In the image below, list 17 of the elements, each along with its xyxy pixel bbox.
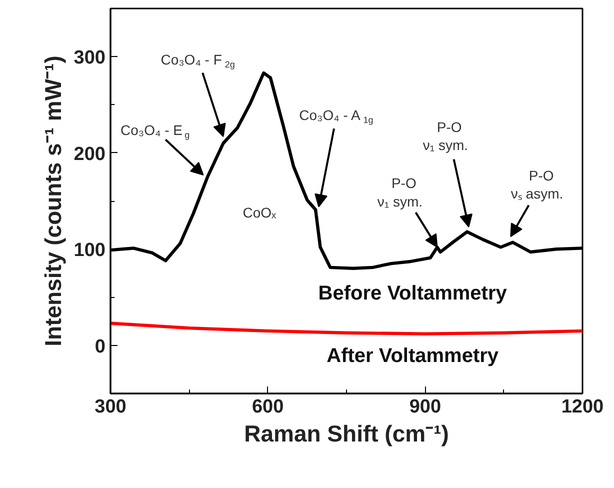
- y-axis-title: Intensity (counts s⁻¹ mW⁻¹): [40, 56, 66, 346]
- annotation: CoOₓ: [242, 204, 277, 221]
- y-tick-label: 100: [74, 240, 106, 262]
- annotation: P-O ν₁ sym.: [377, 175, 423, 210]
- y-tick-label: 300: [74, 48, 106, 69]
- x-tick-label: 600: [252, 396, 284, 418]
- line-series: [110, 322, 582, 336]
- annotation: P-O ν₁ sym.: [422, 118, 468, 154]
- y-tick-label: 200: [74, 144, 106, 165]
- series-label: Before Voltammetry: [318, 282, 508, 305]
- annotation: P-O νₛ asym.: [510, 168, 564, 202]
- x-tick-label: 900: [409, 396, 442, 418]
- x-tick-label: 300: [94, 396, 126, 418]
- series-label: After Voltammetry: [326, 344, 500, 367]
- x-tick-label: 1200: [561, 396, 604, 418]
- y-tick-label: 0: [94, 336, 106, 358]
- x-axis-title: Raman Shift (cm⁻¹): [244, 420, 449, 446]
